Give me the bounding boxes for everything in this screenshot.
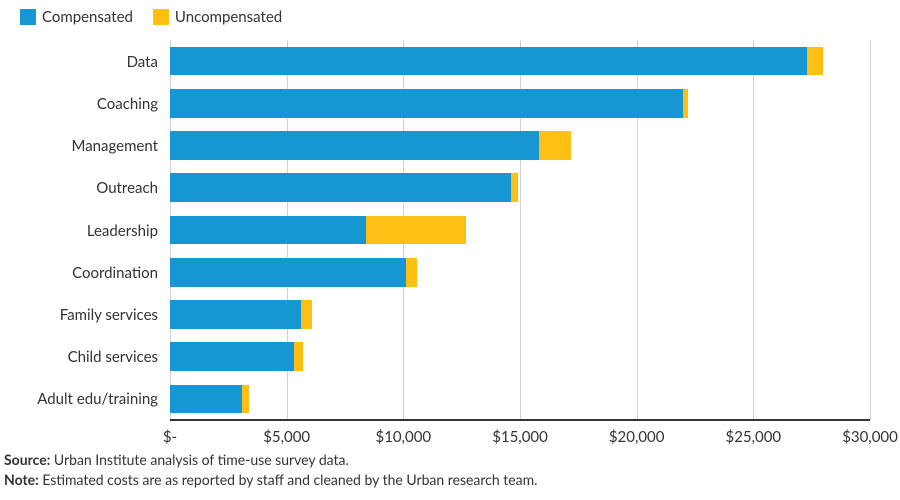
bar-segment (366, 216, 466, 245)
y-axis-label: Leadership (0, 222, 158, 240)
bar-segment (406, 258, 418, 287)
bar-segment (170, 131, 539, 160)
footnote-line: Source: Urban Institute analysis of time… (4, 450, 537, 470)
plot-area: $-$5,000$10,000$15,000$20,000$25,000$30,… (170, 40, 870, 420)
y-axis-label: Child services (0, 348, 158, 366)
legend-label: Uncompensated (175, 8, 282, 26)
x-tick-label: $20,000 (609, 428, 665, 446)
x-axis-line (170, 419, 870, 421)
bar-segment (170, 173, 511, 202)
y-axis-label: Coaching (0, 95, 158, 113)
x-tick-label: $15,000 (492, 428, 548, 446)
footnote-label: Note: (4, 471, 39, 488)
x-tick-label: $25,000 (726, 428, 782, 446)
y-axis-label: Data (0, 53, 158, 71)
bar-segment (539, 131, 572, 160)
footnote-label: Source: (4, 451, 50, 468)
bar-segment (170, 258, 406, 287)
y-axis-label: Outreach (0, 179, 158, 197)
footnote-text: Urban Institute analysis of time-use sur… (54, 451, 349, 468)
bar-row (170, 47, 870, 76)
bar-row (170, 258, 870, 287)
gridline (870, 40, 871, 420)
x-tick-label: $5,000 (263, 428, 310, 446)
legend: Compensated Uncompensated (20, 8, 282, 26)
bar-row (170, 342, 870, 371)
bar-row (170, 385, 870, 414)
y-axis-label: Adult edu/training (0, 390, 158, 408)
legend-swatch (153, 9, 169, 25)
bar-segment (170, 216, 366, 245)
chart-container: CompensatedUncompensated $-$5,000$10,000… (0, 0, 900, 500)
bar-segment (511, 173, 518, 202)
bar-segment (170, 342, 294, 371)
legend-swatch (20, 9, 36, 25)
bar-segment (807, 47, 823, 76)
bar-segment (301, 300, 313, 329)
bar-row (170, 216, 870, 245)
footnotes: Source: Urban Institute analysis of time… (4, 450, 537, 489)
x-tick-label: $- (163, 428, 177, 446)
bar-segment (170, 385, 242, 414)
legend-item: Compensated (20, 8, 133, 26)
y-axis-label: Family services (0, 306, 158, 324)
legend-item: Uncompensated (153, 8, 282, 26)
bar-segment (170, 47, 807, 76)
bar-segment (294, 342, 303, 371)
y-axis-label: Coordination (0, 264, 158, 282)
bar-row (170, 173, 870, 202)
footnote-line: Note: Estimated costs are as reported by… (4, 470, 537, 490)
x-tick-label: $30,000 (842, 428, 898, 446)
bar-segment (170, 300, 301, 329)
x-tick-label: $10,000 (376, 428, 432, 446)
footnote-text: Estimated costs are as reported by staff… (42, 471, 537, 488)
y-axis-label: Management (0, 137, 158, 155)
bar-segment (170, 89, 683, 118)
bar-row (170, 131, 870, 160)
bar-row (170, 300, 870, 329)
bar-segment (683, 89, 688, 118)
legend-label: Compensated (42, 8, 133, 26)
bar-segment (242, 385, 249, 414)
bar-row (170, 89, 870, 118)
